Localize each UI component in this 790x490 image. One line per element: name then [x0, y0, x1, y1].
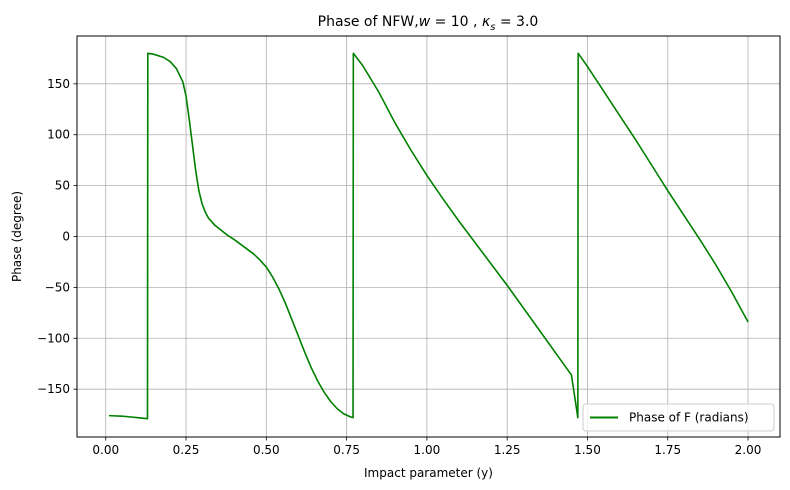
grid	[77, 36, 780, 437]
y-tick-label: −100	[37, 331, 70, 345]
x-axis-label: Impact parameter (y)	[364, 466, 493, 480]
x-tick-label: 0.25	[173, 443, 200, 457]
y-tick-label: −150	[37, 382, 70, 396]
legend: Phase of F (radians)	[582, 403, 775, 432]
y-axis: −150 −100 −50 0 50 100 150	[37, 77, 77, 396]
x-tick-label: 1.25	[494, 443, 521, 457]
y-tick-label: 0	[62, 230, 70, 244]
x-tick-label: 1.75	[654, 443, 681, 457]
x-axis: 0.00 0.25 0.50 0.75 1.00 1.25 1.50 1.75 2.00	[92, 437, 761, 457]
y-axis-label: Phase (degree)	[10, 191, 24, 282]
x-tick-label: 2.00	[735, 443, 762, 457]
y-tick-label: 150	[47, 77, 70, 91]
x-tick-label: 1.00	[414, 443, 441, 457]
x-tick-label: 0.75	[333, 443, 360, 457]
legend-label: Phase of F (radians)	[629, 411, 749, 425]
series-layer	[108, 52, 749, 420]
x-tick-label: 0.50	[253, 443, 280, 457]
x-tick-label: 1.50	[574, 443, 601, 457]
chart-title: Phase of NFW,w = 10 , κs = 3.0	[318, 14, 539, 33]
x-tick-label: 0.00	[92, 443, 119, 457]
y-tick-label: −50	[45, 280, 70, 294]
phase-series-line	[108, 52, 749, 420]
legend-box	[582, 403, 775, 432]
y-tick-label: 50	[55, 179, 70, 193]
y-tick-label: 100	[47, 128, 70, 142]
